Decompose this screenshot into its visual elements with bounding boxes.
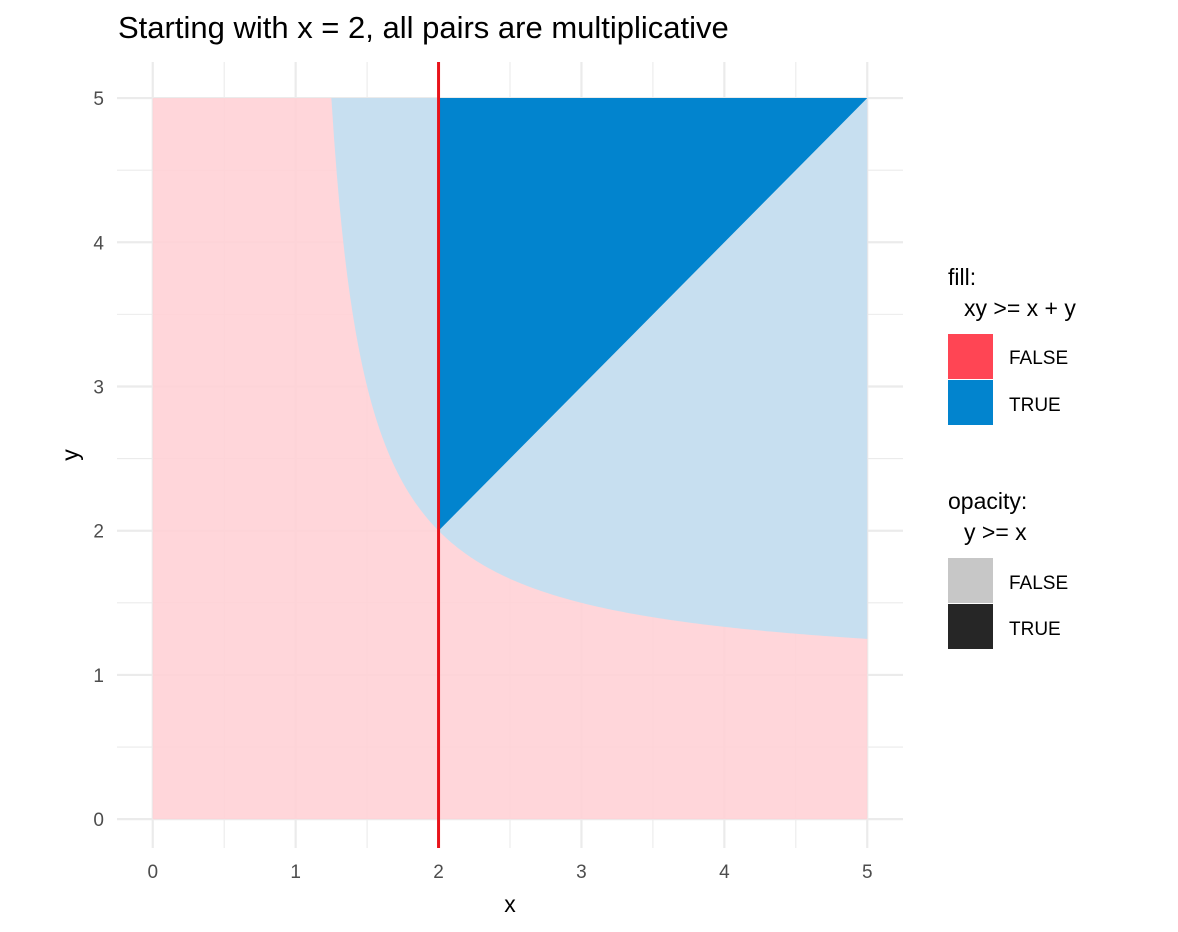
- x-axis-label: x: [504, 891, 516, 917]
- plot-regions: [152, 98, 868, 820]
- legend-fill: fill: xy >= x + y FALSE TRUE: [948, 264, 1076, 425]
- y-tick-label: 2: [93, 522, 104, 543]
- y-tick-label: 0: [93, 810, 104, 831]
- legend-opacity-subtitle: y >= x: [964, 519, 1027, 545]
- legend-fill-false-label: FALSE: [1009, 348, 1068, 369]
- x-tick-label: 3: [576, 862, 587, 883]
- legend-opacity: opacity: y >= x FALSE TRUE: [948, 488, 1068, 649]
- x-tick-label: 4: [719, 862, 730, 883]
- x-tick-label: 1: [290, 862, 301, 883]
- legend-fill-true-swatch: [948, 380, 993, 425]
- legend-opacity-false-swatch: [948, 558, 993, 603]
- x-tick-label: 0: [147, 862, 158, 883]
- legend-fill-subtitle: xy >= x + y: [964, 295, 1076, 321]
- y-tick-label: 5: [93, 89, 104, 110]
- x-tick-label: 5: [862, 862, 873, 883]
- legend-opacity-title: opacity:: [948, 488, 1027, 514]
- y-tick-label: 3: [93, 377, 104, 398]
- region-fill-true-dark: [438, 98, 868, 531]
- axis-ticks: 0 1 2 3 4 5 0 1 2 3 4 5: [93, 89, 872, 883]
- legend-opacity-false-label: FALSE: [1009, 573, 1068, 594]
- legend-fill-true-label: TRUE: [1009, 395, 1061, 416]
- legend-fill-title: fill:: [948, 264, 976, 290]
- y-tick-label: 1: [93, 666, 104, 687]
- x-tick-label: 2: [433, 862, 444, 883]
- chart-title: Starting with x = 2, all pairs are multi…: [118, 10, 729, 45]
- legend-fill-false-swatch: [948, 334, 993, 379]
- legend-opacity-true-label: TRUE: [1009, 619, 1061, 640]
- y-tick-label: 4: [93, 233, 104, 254]
- y-axis-label: y: [57, 449, 83, 461]
- legend-opacity-true-swatch: [948, 604, 993, 649]
